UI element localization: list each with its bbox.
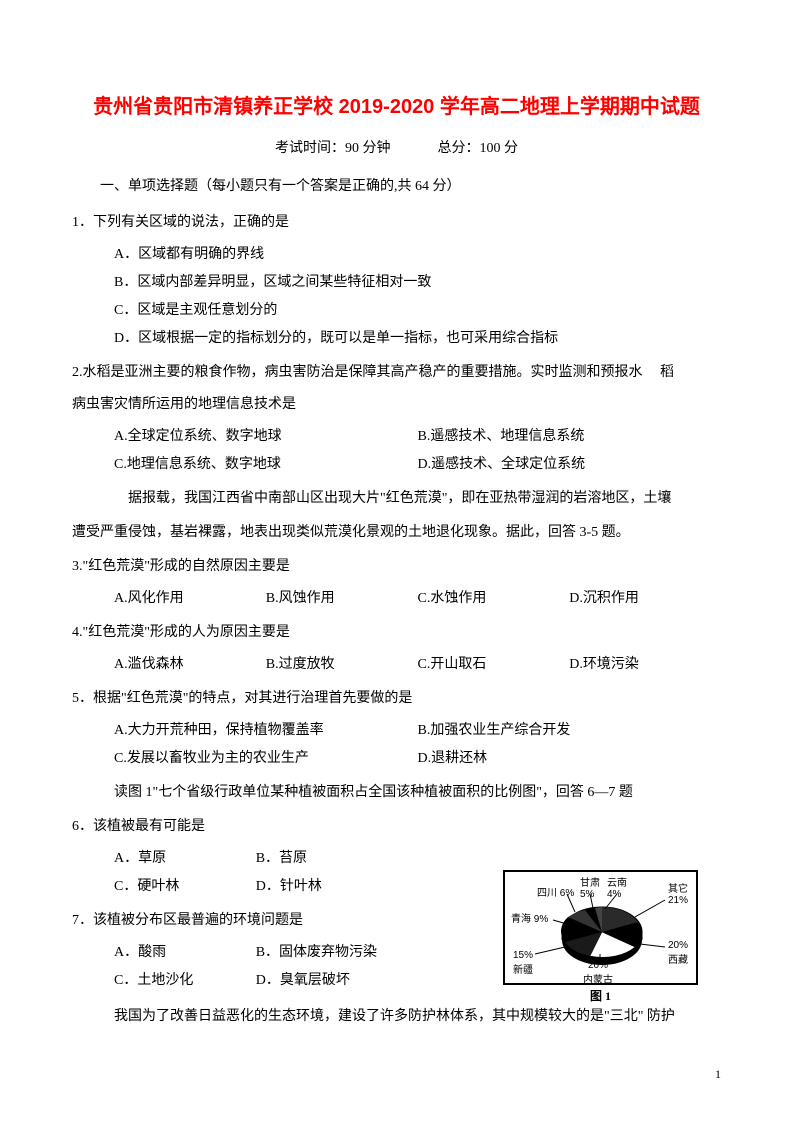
option-c: C.地理信息系统、数字地球 [114,451,418,479]
option-d: D．针叶林 [256,873,429,901]
question-text: 4."红色荒漠"形成的人为原因主要是 [72,619,721,647]
question-text: 3."红色荒漠"形成的自然原因主要是 [72,553,721,581]
option-a: A．草原 [114,845,256,873]
option-a: A.滥伐森林 [114,651,266,679]
option-b: B.加强农业生产综合开发 [418,717,722,745]
option-b: B.遥感技术、地理信息系统 [418,423,722,451]
option-d: D.沉积作用 [569,585,721,613]
question-5: 5．根据"红色荒漠"的特点，对其进行治理首先要做的是 A.大力开荒种田，保持植物… [72,685,721,773]
passage-2: 读图 1"七个省级行政单位某种植被面积占全国该种植被面积的比例图"，回答 6—7… [72,779,721,807]
option-c: C.开山取石 [418,651,570,679]
pie-chart-figure: 青海 9% 四川 6% 甘肃 5% 云南 4% 其它 21% 20% 西藏 20… [503,870,698,1004]
exam-time: 考试时间：90 分钟 [275,141,391,156]
chart-label-yunnan: 云南 4% [607,874,627,900]
chart-label-xizang: 20% 西藏 [668,940,688,966]
option-b: B．区域内部差异明显，区域之间某些特征相对一致 [114,269,721,297]
chart-label-gansu: 甘肃 5% [580,874,600,900]
section-header: 一、单项选择题（每小题只有一个答案是正确的,共 64 分） [72,175,721,195]
passage-1-line2: 遭受严重侵蚀，基岩裸露，地表出现类似荒漠化景观的土地退化现象。据此，回答 3-5… [72,519,721,547]
exam-title: 贵州省贵阳市清镇养正学校 2019-2020 学年高二地理上学期期中试题 [72,90,721,119]
option-d: D．臭氧层破坏 [256,967,429,995]
option-a: A.全球定位系统、数字地球 [114,423,418,451]
question-text: 1．下列有关区域的说法，正确的是 [72,209,721,237]
option-d: D.遥感技术、全球定位系统 [418,451,722,479]
chart-caption: 图 1 [503,987,698,1004]
option-a: A.风化作用 [114,585,266,613]
option-a: A．酸雨 [114,939,256,967]
exam-info: 考试时间：90 分钟 总分：100 分 [72,137,721,157]
option-c: C.发展以畜牧业为主的农业生产 [114,745,418,773]
option-b: B．固体废弃物污染 [256,939,429,967]
chart-label-neimeng: 20% 内蒙古 [583,960,613,986]
question-1: 1．下列有关区域的说法，正确的是 A．区域都有明确的界线 B．区域内部差异明显，… [72,209,721,353]
option-c: C．硬叶林 [114,873,256,901]
chart-label-other: 其它 21% [668,880,688,906]
question-3: 3."红色荒漠"形成的自然原因主要是 A.风化作用 B.风蚀作用 C.水蚀作用 … [72,553,721,613]
question-4: 4."红色荒漠"形成的人为原因主要是 A.滥伐森林 B.过度放牧 C.开山取石 … [72,619,721,679]
option-c: C．区域是主观任意划分的 [114,297,721,325]
option-c: C．土地沙化 [114,967,256,995]
question-text: 6．该植被最有可能是 [72,813,429,841]
question-7: 7．该植被分布区最普遍的环境问题是 A．酸雨 B．固体废弃物污染 C．土地沙化 … [72,907,429,995]
passage-3: 我国为了改善日益恶化的生态环境，建设了许多防护林体系，其中规模较大的是"三北" … [72,1003,721,1031]
option-d: D.退耕还林 [418,745,722,773]
question-text: 5．根据"红色荒漠"的特点，对其进行治理首先要做的是 [72,685,721,713]
question-text: 7．该植被分布区最普遍的环境问题是 [72,907,429,935]
option-a: A．区域都有明确的界线 [114,241,721,269]
option-b: B．苔原 [256,845,429,873]
option-a: A.大力开荒种田，保持植物覆盖率 [114,717,418,745]
question-2: 2.水稻是亚洲主要的粮食作物，病虫害防治是保障其高产稳产的重要措施。实时监测和预… [72,359,721,479]
chart-label-sichuan: 四川 6% [537,884,574,899]
page-number: 1 [715,1067,721,1082]
option-d: D.环境污染 [569,651,721,679]
passage-1-line1: 据报载，我国江西省中南部山区出现大片"红色荒漠"，即在亚热带湿润的岩溶地区，土壤 [72,485,721,513]
option-d: D．区域根据一定的指标划分的，既可以是单一指标，也可采用综合指标 [114,325,721,353]
chart-label-qinghai: 青海 9% [511,910,548,925]
question-text: 2.水稻是亚洲主要的粮食作物，病虫害防治是保障其高产稳产的重要措施。实时监测和预… [72,359,721,387]
option-b: B.风蚀作用 [266,585,418,613]
chart-box: 青海 9% 四川 6% 甘肃 5% 云南 4% 其它 21% 20% 西藏 20… [503,870,698,985]
option-b: B.过度放牧 [266,651,418,679]
option-c: C.水蚀作用 [418,585,570,613]
question-6: 6．该植被最有可能是 A．草原 B．苔原 C．硬叶林 D．针叶林 [72,813,429,901]
exam-score: 总分：100 分 [438,141,519,156]
question-text-line2: 病虫害灾情所运用的地理信息技术是 [72,391,721,419]
chart-label-xinjiang: 15% 新疆 [513,950,533,976]
